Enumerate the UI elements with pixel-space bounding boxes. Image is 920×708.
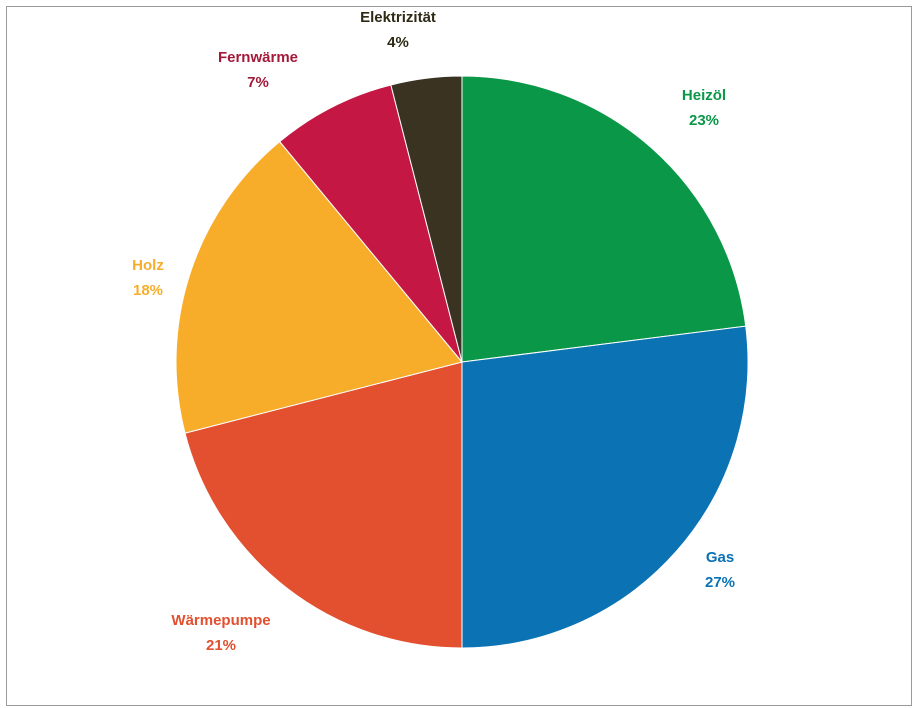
slice-label-gas: Gas bbox=[706, 549, 734, 566]
pie-slice-fernwarme bbox=[278, 84, 463, 363]
pie-slice-elektrizitat bbox=[390, 75, 463, 363]
pie-slice-warmepumpe bbox=[184, 361, 463, 649]
slice-value-warmepumpe: 21% bbox=[206, 637, 236, 654]
slice-label-warmepumpe: Wärmepumpe bbox=[171, 612, 270, 629]
slice-label-fernwarme: Fernwärme bbox=[218, 49, 298, 66]
pie-slice-gas bbox=[461, 325, 749, 649]
slice-value-gas: 27% bbox=[705, 574, 735, 591]
slice-value-heizol: 23% bbox=[689, 112, 719, 129]
pie-slice-holz bbox=[175, 140, 463, 434]
slice-value-fernwarme: 7% bbox=[247, 74, 269, 91]
slice-label-elektrizitat: Elektrizität bbox=[360, 9, 436, 26]
slice-label-holz: Holz bbox=[132, 257, 164, 274]
slice-value-holz: 18% bbox=[133, 282, 163, 299]
pie-slice-heizol bbox=[461, 75, 747, 363]
slice-value-elektrizitat: 4% bbox=[387, 34, 409, 51]
slice-label-heizol: Heizöl bbox=[682, 87, 726, 104]
